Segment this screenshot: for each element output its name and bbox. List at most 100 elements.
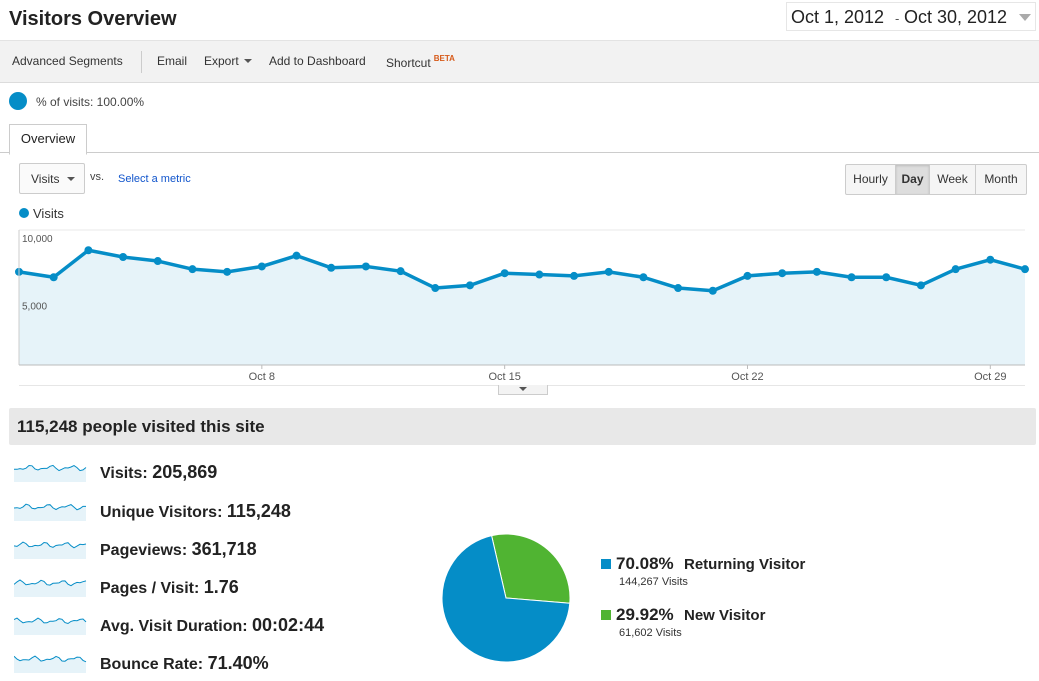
y-tick-label: 10,000	[22, 234, 53, 245]
sparkline-icon[interactable]	[14, 651, 89, 673]
hourly-button[interactable]: Hourly	[846, 165, 896, 194]
metric-value: 71.40%	[207, 653, 269, 673]
sparkline-icon[interactable]	[14, 613, 89, 635]
metric-label: Pages / Visit:	[100, 580, 200, 597]
legend-label-visits: Visits	[33, 206, 64, 221]
x-tick-label: Oct 15	[488, 371, 520, 383]
visits-point-oct-13[interactable]	[431, 284, 440, 293]
metric-text: Visits: 205,869	[100, 462, 217, 483]
date-separator: -	[895, 11, 900, 26]
sparkline-area	[14, 504, 86, 521]
advanced-segments-button[interactable]: Advanced Segments	[12, 54, 123, 68]
add-to-dashboard-button[interactable]: Add to Dashboard	[269, 54, 366, 68]
tab-overview[interactable]: Overview	[9, 124, 87, 155]
visits-chart[interactable]: 10,000 5,000 Oct 8 Oct 15 Oct 22 Oct 29	[0, 228, 1039, 386]
export-label: Export	[204, 54, 239, 68]
metric-text: Pageviews: 361,718	[100, 539, 257, 560]
new-label: New Visitor	[684, 607, 766, 624]
visits-point-oct-21[interactable]	[708, 286, 717, 295]
metric-row: Visits: 205,869	[14, 460, 414, 490]
visitor-type-pie[interactable]	[440, 532, 572, 664]
new-percent: 29.92%	[616, 605, 674, 624]
shortcut-button[interactable]: Shortcut BETA	[386, 54, 455, 70]
tab-divider	[0, 152, 1039, 153]
export-button[interactable]: Export	[204, 54, 252, 68]
sparkline-icon[interactable]	[14, 575, 89, 597]
legend-swatch-new	[601, 610, 611, 620]
month-button[interactable]: Month	[984, 172, 1018, 186]
week-button[interactable]: Week	[930, 165, 976, 194]
metric-label: Visits:	[100, 465, 148, 482]
chevron-down-icon	[243, 59, 252, 63]
visits-point-oct-9[interactable]	[292, 251, 301, 260]
metric-dropdown[interactable]: Visits	[19, 163, 85, 194]
sparkline-area	[14, 542, 86, 559]
visits-point-oct-12[interactable]	[396, 267, 405, 276]
metric-label: Avg. Visit Duration:	[100, 618, 248, 635]
sparkline-line	[14, 579, 87, 587]
visits-point-oct-11[interactable]	[361, 262, 370, 271]
day-button[interactable]: Day	[896, 165, 930, 194]
sparkline-area	[14, 656, 86, 673]
visits-point-oct-4[interactable]	[119, 253, 128, 261]
metric-label: Bounce Rate:	[100, 656, 204, 673]
visits-point-oct-8[interactable]	[257, 262, 266, 271]
visits-point-oct-26[interactable]	[882, 273, 891, 282]
returning-label: Returning Visitor	[684, 556, 806, 573]
metric-text: Bounce Rate: 71.40%	[100, 653, 269, 674]
visits-area	[19, 250, 1025, 365]
new-visits: 61,602 Visits	[619, 627, 682, 639]
metric-label: Unique Visitors:	[100, 504, 223, 521]
legend-swatch-returning	[601, 559, 611, 569]
visits-point-oct-27[interactable]	[916, 281, 925, 290]
returning-percent: 70.08%	[616, 554, 674, 573]
y-tick-label: 5,000	[22, 302, 47, 313]
sparkline-area	[14, 465, 86, 482]
metric-row: Bounce Rate: 71.40%	[14, 651, 414, 681]
visits-point-oct-20[interactable]	[674, 284, 683, 293]
visits-point-oct-24[interactable]	[812, 267, 821, 276]
visits-point-oct-2[interactable]	[49, 273, 58, 282]
chevron-down-icon[interactable]	[1019, 14, 1031, 21]
sparkline-icon[interactable]	[14, 499, 89, 521]
sparkline-icon[interactable]	[14, 537, 89, 559]
visits-point-oct-17[interactable]	[570, 271, 579, 280]
date-range-picker[interactable]: Oct 1, 2012 - Oct 30, 2012	[786, 2, 1036, 31]
visits-point-oct-22[interactable]	[743, 271, 752, 280]
visits-point-oct-5[interactable]	[153, 257, 162, 266]
pie-slice-returning-visitor[interactable]	[441, 535, 571, 663]
chevron-down-icon	[67, 177, 75, 181]
select-metric-link[interactable]: Select a metric	[118, 173, 191, 185]
metric-row: Pageviews: 361,718	[14, 537, 414, 567]
metric-text: Avg. Visit Duration: 00:02:44	[100, 615, 324, 636]
visits-point-oct-14[interactable]	[465, 281, 474, 290]
visits-point-oct-29[interactable]	[986, 255, 995, 264]
visits-point-oct-7[interactable]	[223, 267, 232, 276]
date-end: Oct 30, 2012	[904, 7, 1008, 27]
visits-point-oct-16[interactable]	[535, 270, 544, 279]
segment-pie-icon[interactable]	[8, 91, 28, 111]
visits-point-oct-23[interactable]	[778, 269, 787, 278]
metric-value: 115,248	[226, 501, 291, 521]
visits-point-oct-19[interactable]	[639, 273, 648, 282]
metric-text: Pages / Visit: 1.76	[100, 577, 239, 598]
pie-slice-new-visitor[interactable]	[491, 533, 571, 604]
sparkline-line	[14, 655, 87, 663]
visits-line	[18, 248, 1026, 293]
visits-point-oct-30[interactable]	[1021, 265, 1029, 274]
visits-point-oct-25[interactable]	[847, 273, 856, 282]
visits-point-oct-6[interactable]	[188, 265, 197, 274]
visits-point-oct-3[interactable]	[84, 246, 93, 255]
date-start: Oct 1, 2012	[791, 7, 885, 27]
visits-point-oct-10[interactable]	[327, 263, 336, 272]
beta-badge: BETA	[433, 54, 455, 63]
chart-collapse-handle[interactable]	[498, 385, 548, 395]
metric-value: 1.76	[203, 577, 239, 597]
email-button[interactable]: Email	[157, 54, 188, 68]
visits-point-oct-18[interactable]	[604, 267, 613, 276]
sparkline-line	[14, 464, 87, 472]
sparkline-icon[interactable]	[14, 460, 89, 482]
visits-point-oct-28[interactable]	[951, 265, 960, 274]
visits-point-oct-15[interactable]	[500, 269, 509, 278]
metric-dropdown-value: Visits	[31, 172, 60, 186]
